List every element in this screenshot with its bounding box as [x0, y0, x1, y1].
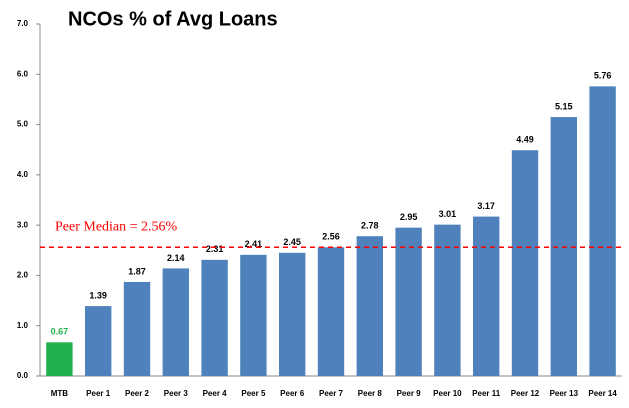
y-tick-label: 4.0	[17, 170, 29, 179]
bar	[511, 150, 539, 376]
value-label: 2.56	[322, 232, 340, 242]
value-label: 2.41	[245, 239, 263, 249]
bar	[279, 252, 306, 376]
y-tick-label: 1.0	[17, 321, 29, 330]
bar	[434, 224, 461, 376]
y-tick-label: 5.0	[17, 120, 29, 129]
value-label: 0.67	[51, 327, 69, 337]
y-tick-label: 0.0	[17, 371, 29, 380]
value-label: 2.78	[361, 221, 379, 231]
value-label: 2.45	[283, 237, 301, 247]
x-tick-label: Peer 1	[86, 389, 111, 398]
bar	[201, 259, 228, 376]
bar	[46, 342, 73, 376]
chart-title: NCOs % of Avg Loans	[68, 8, 278, 30]
bar	[240, 254, 267, 376]
x-tick-label: Peer 6	[280, 389, 305, 398]
y-tick-label: 7.0	[17, 19, 29, 28]
bar	[473, 216, 500, 376]
x-tick-label: Peer 13	[550, 389, 579, 398]
bar	[123, 281, 151, 376]
x-tick-label: Peer 11	[472, 389, 501, 398]
x-tick-label: Peer 4	[203, 389, 228, 398]
bar	[550, 117, 577, 377]
bar	[85, 306, 112, 376]
x-tick-label: MTB	[51, 389, 69, 398]
x-tick-label: Peer 3	[164, 389, 189, 398]
y-tick-label: 2.0	[17, 271, 29, 280]
x-tick-label: Peer 2	[125, 389, 150, 398]
value-label: 5.76	[594, 71, 612, 81]
bar	[395, 227, 422, 376]
x-tick-label: Peer 10	[433, 389, 462, 398]
bar	[589, 86, 616, 377]
value-label: 1.87	[128, 266, 146, 276]
y-tick-label: 6.0	[17, 69, 29, 78]
value-label: 1.39	[89, 290, 107, 300]
reference-label: Peer Median = 2.56%	[55, 219, 178, 234]
value-label: 5.15	[555, 101, 573, 111]
x-tick-label: Peer 14	[588, 389, 617, 398]
value-label: 3.01	[439, 209, 457, 219]
x-tick-label: Peer 12	[511, 389, 540, 398]
bar	[356, 236, 383, 376]
value-label: 3.17	[477, 201, 495, 211]
bar	[162, 268, 189, 376]
value-label: 4.49	[516, 135, 534, 145]
value-label: 2.31	[206, 244, 224, 254]
y-tick-label: 3.0	[17, 220, 29, 229]
x-tick-label: Peer 8	[358, 389, 383, 398]
bar	[317, 247, 345, 376]
x-tick-label: Peer 7	[319, 389, 344, 398]
x-tick-label: Peer 9	[397, 389, 422, 398]
x-tick-label: Peer 5	[241, 389, 266, 398]
value-label: 2.95	[400, 212, 418, 222]
value-label: 2.14	[167, 253, 185, 263]
